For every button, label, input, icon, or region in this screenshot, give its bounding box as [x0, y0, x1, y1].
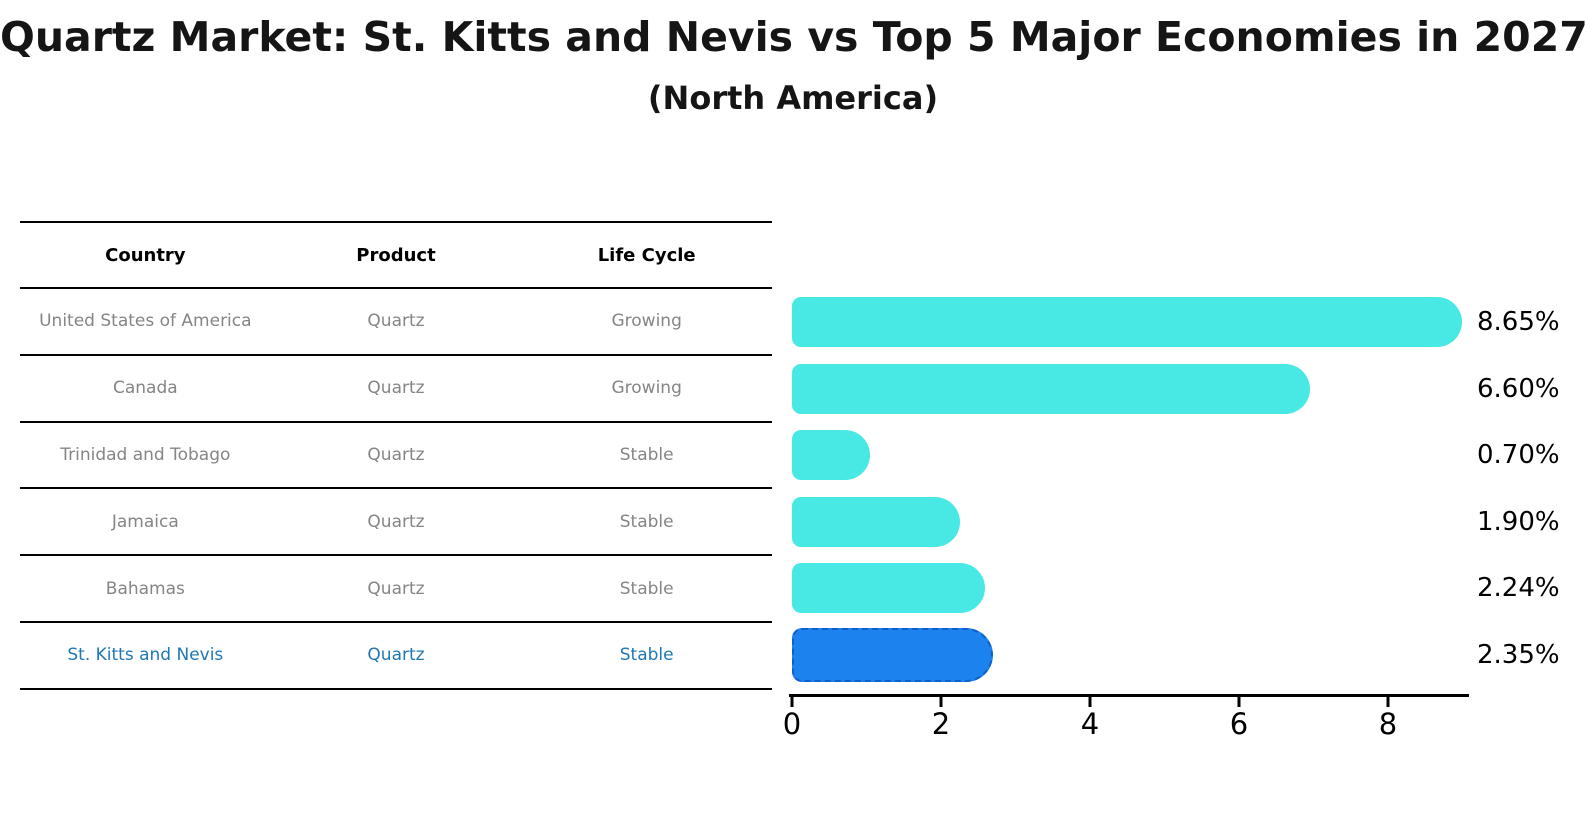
- x-axis-tick-label: 4: [1080, 707, 1100, 741]
- cell-product: Quartz: [367, 645, 425, 666]
- table-row: Jamaica Quartz Stable: [20, 489, 772, 557]
- bar-value-label: 8.65%: [1477, 307, 1560, 337]
- x-axis-tick-label: 8: [1378, 707, 1398, 741]
- x-axis-tick-label: 6: [1229, 707, 1249, 741]
- x-axis-tick-label: 0: [782, 707, 802, 741]
- table-row: Bahamas Quartz Stable: [20, 556, 772, 623]
- table-row: Canada Quartz Growing: [20, 356, 772, 423]
- column-header-country: Country: [105, 244, 186, 266]
- cell-life-cycle: Growing: [611, 378, 682, 399]
- cell-country: Canada: [112, 378, 178, 399]
- cell-product: Quartz: [367, 578, 425, 599]
- cell-country: Jamaica: [111, 511, 179, 532]
- bar: [792, 563, 985, 614]
- cell-product: Quartz: [367, 311, 425, 332]
- cell-country: United States of America: [39, 311, 252, 332]
- bar-value-label: 1.90%: [1477, 506, 1560, 537]
- cell-life-cycle: Stable: [619, 578, 674, 599]
- x-axis-tick-label: 2: [931, 707, 951, 741]
- table-row: St. Kitts and Nevis Quartz Stable: [20, 623, 772, 690]
- x-axis-tick: [790, 697, 794, 707]
- x-axis-line: [789, 694, 1469, 697]
- table-header-row: Country Product Life Cycle: [20, 223, 772, 289]
- country-table: Country Product Life Cycle United States o…: [20, 221, 772, 690]
- bar-highlighted: [792, 628, 994, 682]
- x-axis-tick: [1237, 697, 1241, 707]
- x-axis-tick: [939, 697, 943, 707]
- bar: [792, 297, 1463, 347]
- bar-value-label: 0.70%: [1477, 440, 1560, 471]
- cell-product: Quartz: [367, 378, 425, 399]
- cell-country: St. Kitts and Nevis: [67, 645, 224, 666]
- bar: [792, 496, 960, 547]
- cell-life-cycle: Stable: [619, 645, 674, 666]
- cell-country: Bahamas: [105, 578, 185, 599]
- table-row: Trinidad and Tobago Quartz Stable: [20, 423, 772, 490]
- cell-life-cycle: Growing: [611, 311, 682, 332]
- bar: [792, 363, 1310, 414]
- table-row: United States of America Quartz Growing: [20, 289, 772, 356]
- cell-life-cycle: Stable: [619, 511, 674, 532]
- cell-product: Quartz: [367, 511, 425, 532]
- bar-value-label: 2.35%: [1477, 640, 1560, 670]
- chart-subtitle: (North America): [647, 79, 939, 117]
- bar: [792, 430, 871, 481]
- table-body: United States of America Quartz Growing Can…: [20, 289, 772, 690]
- column-header-life-cycle: Life Cycle: [597, 244, 696, 266]
- bar-value-label: 2.24%: [1477, 573, 1560, 604]
- x-axis-tick: [1386, 697, 1390, 707]
- cell-life-cycle: Stable: [619, 444, 674, 465]
- column-header-product: Product: [356, 244, 436, 266]
- bar-value-label: 6.60%: [1477, 373, 1560, 404]
- cell-country: Trinidad and Tobago: [60, 444, 231, 465]
- x-axis-tick: [1088, 697, 1092, 707]
- chart-title: Quartz Market: St. Kitts and Nevis vs To…: [0, 13, 1586, 61]
- cell-product: Quartz: [367, 444, 425, 465]
